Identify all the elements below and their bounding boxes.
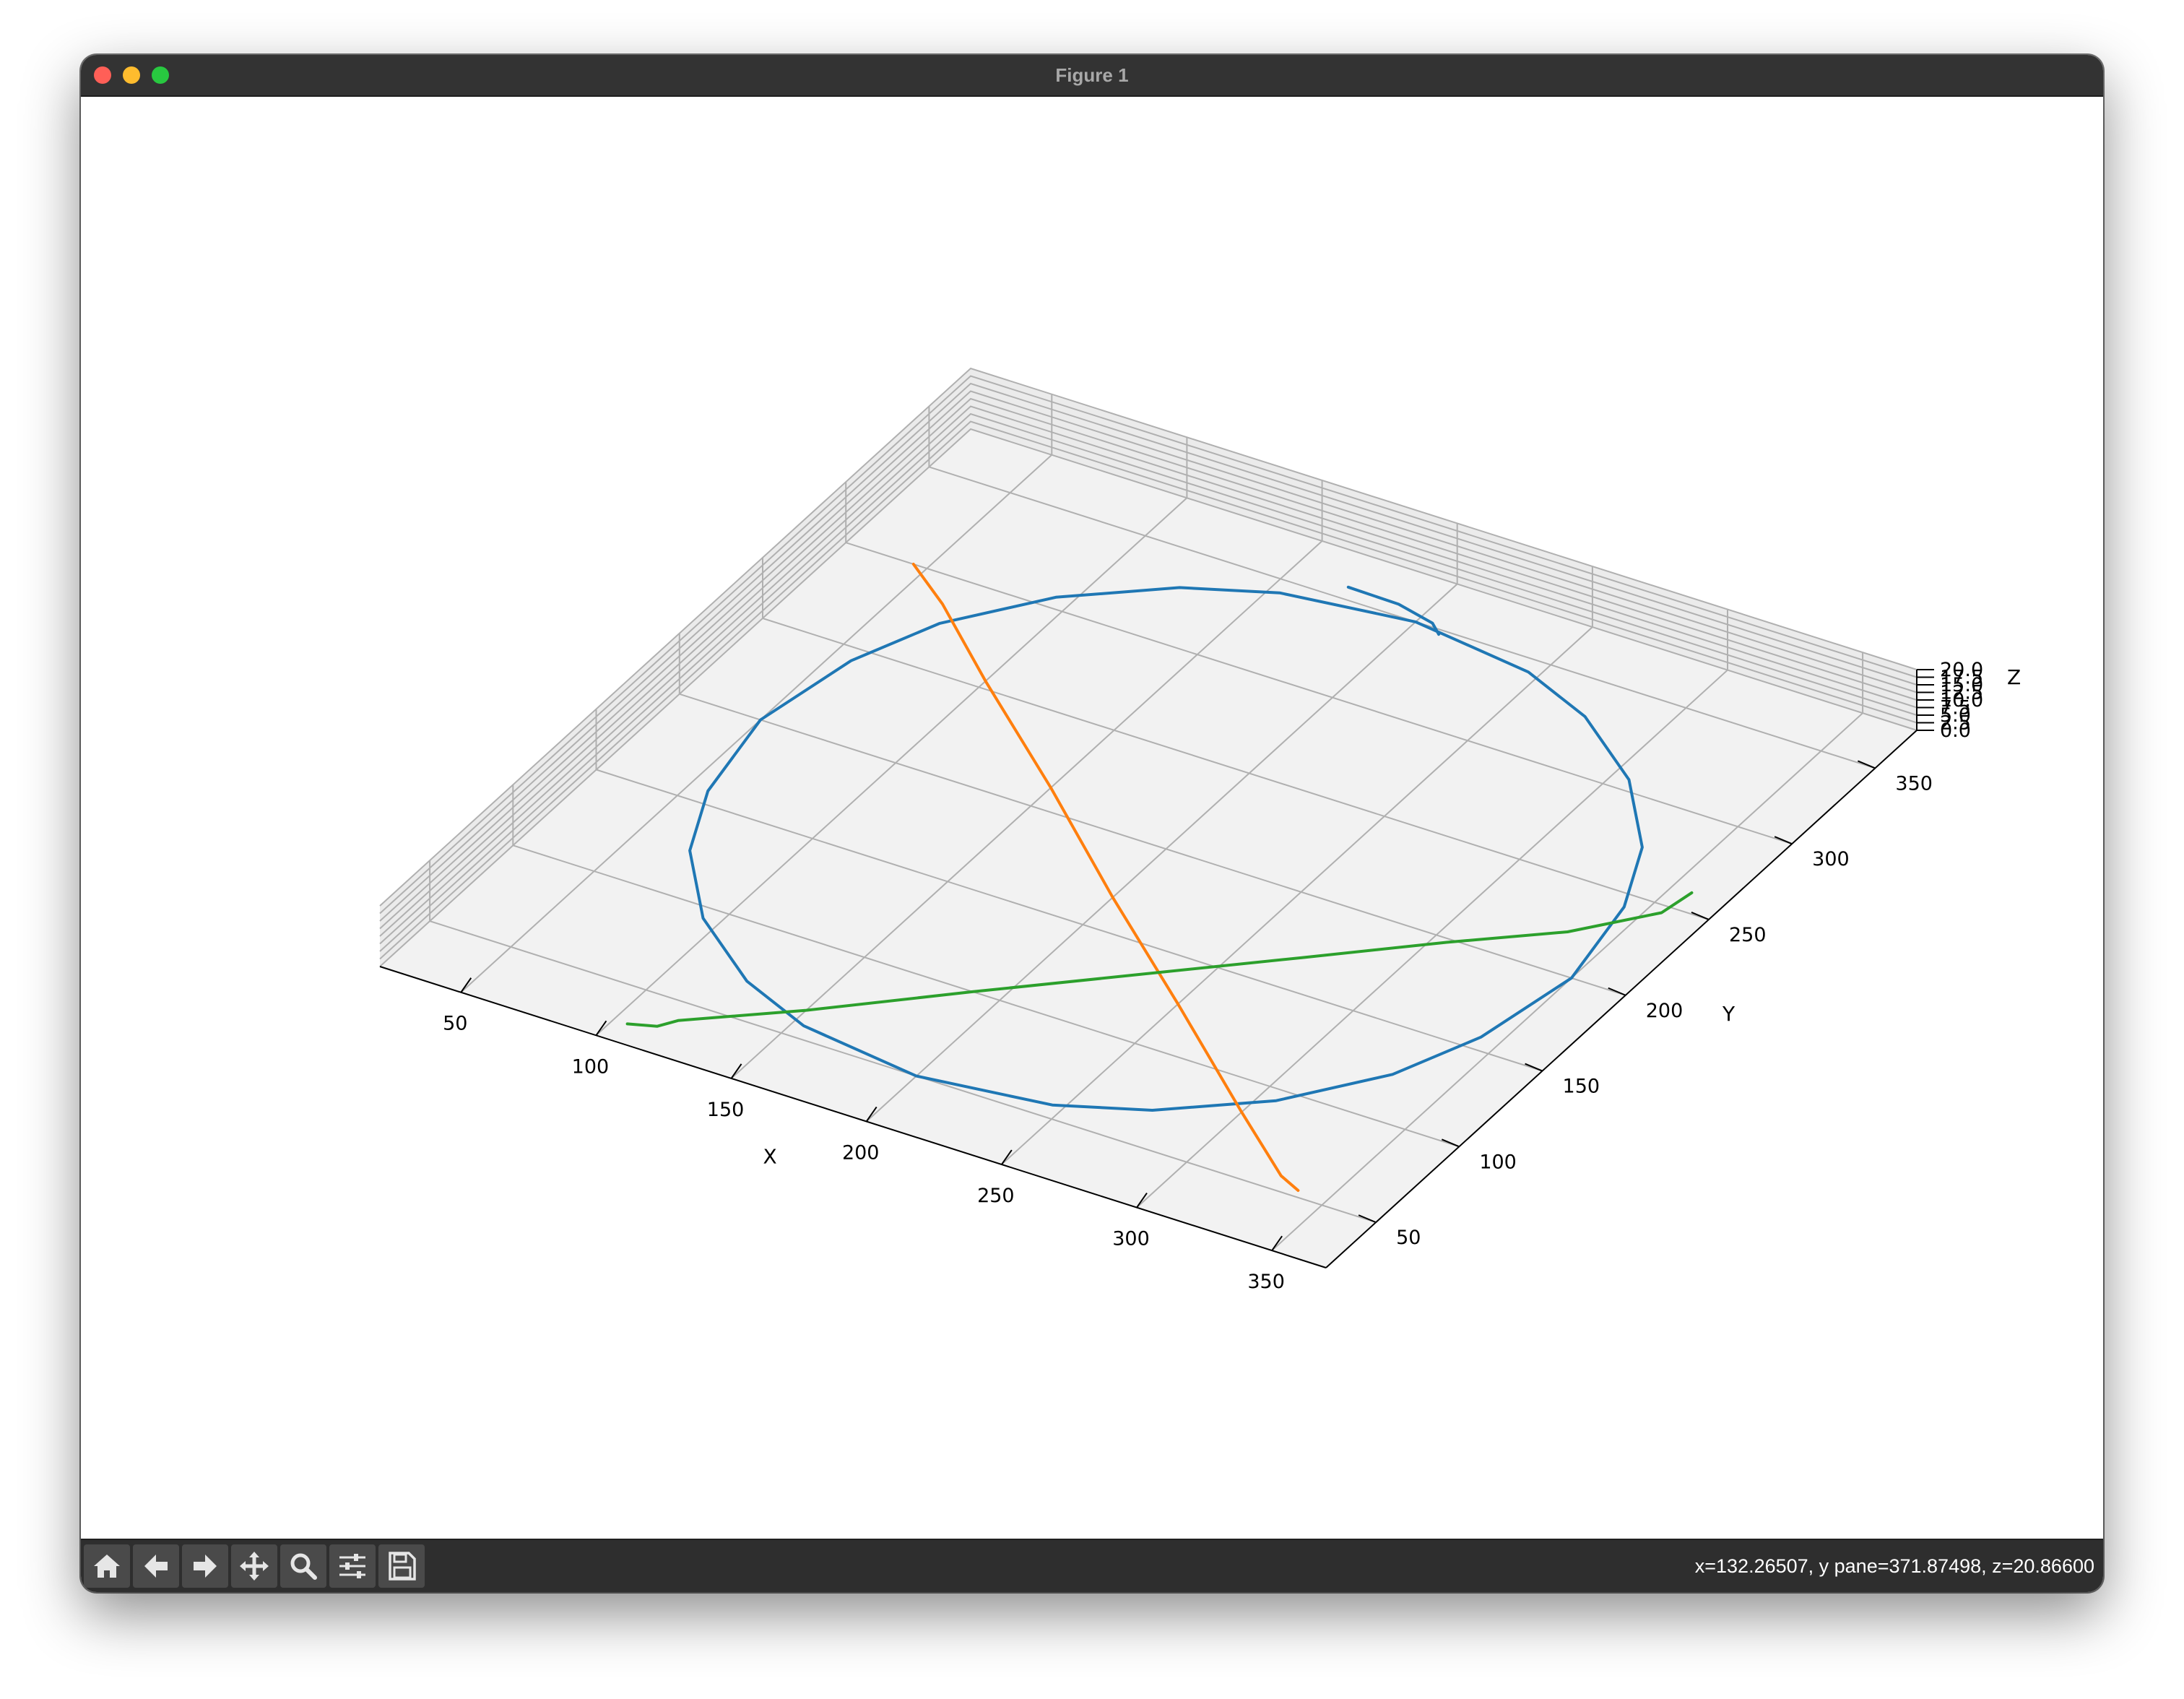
z-grid-line <box>379 382 1918 922</box>
axes-panes <box>380 368 1917 1268</box>
home-icon <box>94 1555 120 1578</box>
minimize-window-button[interactable] <box>123 66 140 84</box>
y-tick-label: 250 <box>1729 924 1767 946</box>
z-tick-label: 15.0 <box>1940 674 1983 696</box>
y-tick-mark <box>1525 1063 1543 1072</box>
y-tick-label: 100 <box>1479 1151 1517 1173</box>
z-tick-label: 7.5 <box>1940 697 1971 719</box>
x-tick-mark <box>1271 1235 1283 1251</box>
z-tick-label: 5.0 <box>1940 704 1971 727</box>
z-tick-label: 17.5 <box>1940 667 1983 689</box>
z-grid-line <box>379 420 1918 960</box>
y-tick-mark <box>1691 912 1710 920</box>
z-grid-line <box>379 375 1918 915</box>
x-axis-title: X <box>763 1145 777 1169</box>
y-tick-mark <box>1358 1214 1377 1224</box>
arrow-left-icon <box>144 1555 168 1578</box>
floor-pane <box>380 429 1917 1268</box>
plot-canvas[interactable]: 50 100 150 200 250 300 350 50 100 150 200 250 300 350… <box>81 97 2103 1540</box>
back-button[interactable] <box>133 1544 179 1588</box>
window-title: Figure 1 <box>1055 64 1129 86</box>
home-button[interactable] <box>84 1544 130 1588</box>
x-tick-mark <box>595 1020 607 1036</box>
x-tick-label: 300 <box>1112 1228 1150 1250</box>
x-tick-label: 50 <box>443 1013 467 1035</box>
z-tick-label: 12.5 <box>1940 682 1983 704</box>
x-tick-mark <box>730 1063 742 1079</box>
arrow-right-icon <box>194 1555 217 1578</box>
close-window-button[interactable] <box>94 66 111 84</box>
z-tick-label: 10.0 <box>1940 689 1983 712</box>
z-grid-line <box>379 390 1918 930</box>
y-tick-mark <box>1608 987 1626 996</box>
sliders-icon <box>339 1554 365 1578</box>
z-tick-label: 0.0 <box>1940 719 1971 742</box>
y-tick-label: 200 <box>1646 1000 1684 1022</box>
navigation-toolbar: x=132.26507, y pane=371.87498, z=20.8660… <box>81 1539 2103 1592</box>
y-tick-label: 50 <box>1396 1227 1421 1249</box>
y-tick-label: 350 <box>1895 772 1933 795</box>
series-line-1 <box>688 586 1644 1112</box>
y-tick-mark <box>1441 1138 1460 1148</box>
y-tick-label: 150 <box>1563 1076 1600 1098</box>
y-tick-mark <box>1774 836 1793 845</box>
configure-subplots-button[interactable] <box>329 1544 376 1588</box>
z-grid-line <box>379 428 1918 967</box>
x-tick-mark <box>1136 1193 1148 1209</box>
z-grid-line <box>379 405 1918 945</box>
3d-axes[interactable]: 50 100 150 200 250 300 350 50 100 150 200 250 300 350… <box>81 97 2103 1540</box>
series-line-3 <box>911 563 1300 1192</box>
axis-lines <box>379 669 1934 1268</box>
y-tick-label: 300 <box>1812 848 1850 870</box>
x-tick-label: 100 <box>572 1055 610 1078</box>
figure-window: Figure 1 50 100 150 200 250 300 350 50 100 150 200… <box>81 55 2103 1592</box>
y-axis-line <box>1325 730 1918 1268</box>
y-axis-title: Y <box>1722 1002 1736 1026</box>
z-axis-title: Z <box>2007 665 2021 689</box>
data-series <box>625 563 1694 1192</box>
x-tick-mark <box>460 977 472 993</box>
floppy-disk-icon <box>389 1552 416 1581</box>
x-axis-line <box>379 966 1327 1268</box>
z-grid-line <box>379 397 1918 937</box>
move-icon <box>240 1552 269 1581</box>
axis-labels: 50 100 150 200 250 300 350 50 100 150 200 250 300 350… <box>443 659 2021 1293</box>
x-tick-label: 350 <box>1247 1271 1285 1293</box>
z-grid-line <box>379 412 1918 952</box>
magnifier-icon <box>290 1553 317 1580</box>
cursor-coordinates-readout: x=132.26507, y pane=371.87498, z=20.8660… <box>1694 1555 2094 1577</box>
forward-button[interactable] <box>182 1544 228 1588</box>
x-tick-label: 250 <box>977 1185 1015 1207</box>
series-line-2 <box>1346 585 1441 636</box>
x-tick-mark <box>1001 1149 1013 1165</box>
z-grid-line <box>379 367 1918 907</box>
grid-lines <box>379 367 1918 1251</box>
x-tick-label: 150 <box>707 1099 745 1121</box>
series-line-4 <box>625 891 1694 1028</box>
x-tick-mark <box>865 1106 878 1123</box>
y-tick-mark <box>1858 760 1876 769</box>
zoom-button[interactable] <box>280 1544 326 1588</box>
title-bar[interactable]: Figure 1 <box>81 55 2103 97</box>
z-tick-label: 20.0 <box>1940 659 1983 681</box>
z-tick-label: 2.5 <box>1940 712 1971 735</box>
x-tick-label: 200 <box>842 1141 880 1164</box>
maximize-window-button[interactable] <box>152 66 169 84</box>
save-button[interactable] <box>378 1544 425 1588</box>
pan-button[interactable] <box>231 1544 277 1588</box>
